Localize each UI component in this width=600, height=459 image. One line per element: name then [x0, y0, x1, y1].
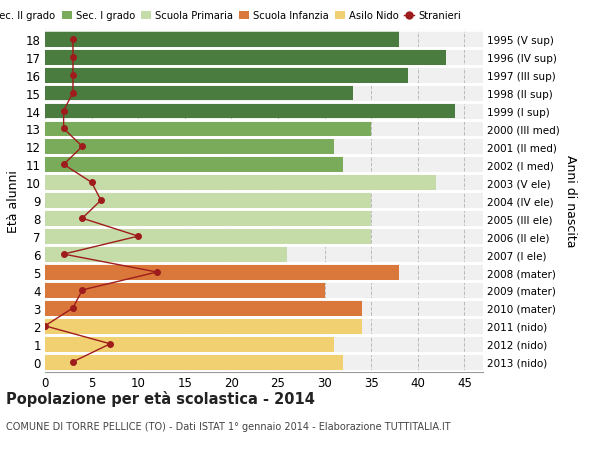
Bar: [45, 318, 362, 334]
Bar: [45, 175, 436, 191]
Bar: [45, 336, 334, 352]
Bar: [45, 300, 362, 316]
Text: COMUNE DI TORRE PELLICE (TO) - Dati ISTAT 1° gennaio 2014 - Elaborazione TUTTITA: COMUNE DI TORRE PELLICE (TO) - Dati ISTA…: [6, 421, 451, 431]
Bar: [45, 139, 334, 155]
Bar: [45, 354, 343, 370]
Y-axis label: Età alunni: Età alunni: [7, 169, 20, 232]
Bar: [45, 282, 325, 298]
Bar: [45, 193, 371, 209]
Bar: [45, 157, 343, 173]
Legend: Sec. II grado, Sec. I grado, Scuola Primaria, Scuola Infanzia, Asilo Nido, Stran: Sec. II grado, Sec. I grado, Scuola Prim…: [0, 11, 461, 22]
Bar: [45, 246, 287, 263]
Bar: [45, 50, 446, 66]
Bar: [45, 229, 371, 245]
Text: Popolazione per età scolastica - 2014: Popolazione per età scolastica - 2014: [6, 390, 315, 406]
Y-axis label: Anni di nascita: Anni di nascita: [563, 155, 577, 247]
Bar: [45, 264, 399, 280]
Bar: [45, 67, 409, 84]
Bar: [45, 121, 371, 137]
Bar: [45, 211, 371, 227]
Bar: [45, 85, 353, 101]
Bar: [45, 103, 455, 119]
Bar: [45, 32, 399, 48]
